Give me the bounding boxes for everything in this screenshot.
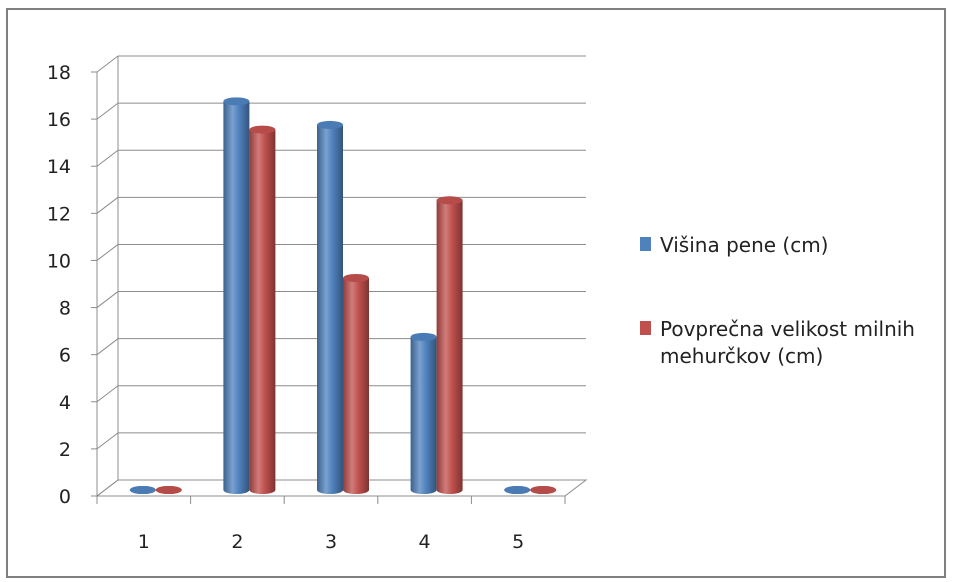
y-tick-label: 2 (59, 439, 71, 461)
x-tick-label: 4 (419, 531, 431, 553)
bar-2-3 (343, 274, 369, 494)
y-tick-label: 4 (59, 392, 71, 414)
y-tick-label: 6 (59, 345, 71, 367)
bar-1-5 (504, 486, 531, 494)
legend-swatch-series-1 (640, 237, 651, 251)
bar-1-3 (317, 120, 343, 494)
legend-swatch-series-2 (640, 321, 651, 335)
bar-2-1 (155, 486, 182, 494)
legend-label-series-1: Višina pene (cm) (660, 233, 829, 257)
y-tick-label: 18 (47, 62, 71, 84)
legend-item-series-2: Povprečna velikost milnih mehurčkov (cm) (640, 316, 950, 370)
x-tick-label: 3 (325, 531, 337, 553)
gridline-depth (96, 196, 119, 214)
bar-2-5 (530, 486, 557, 494)
gridline-depth (96, 244, 119, 261)
gridline-depth (96, 432, 119, 450)
bar-1-1 (129, 486, 156, 494)
y-tick-label: 0 (59, 486, 71, 508)
legend-item-series-1: Višina pene (cm) (640, 232, 950, 259)
legend-label-series-2: Povprečna velikost milnih mehurčkov (cm) (660, 317, 915, 368)
y-tick-label: 14 (47, 156, 71, 178)
gridline-depth (96, 385, 119, 403)
gridline-depth (96, 102, 119, 120)
y-tick-label: 12 (47, 203, 71, 225)
bar-1-4 (410, 332, 437, 494)
gridline-depth (96, 149, 119, 167)
gridline-depth (96, 55, 119, 73)
y-tick-label: 8 (59, 298, 71, 320)
x-tick-label: 5 (512, 531, 524, 553)
bar-2-4 (436, 196, 463, 494)
x-tick-label: 2 (231, 531, 243, 553)
y-tick-label: 16 (47, 109, 71, 131)
x-tick-label: 1 (138, 531, 150, 553)
gridline-depth (96, 291, 119, 308)
bar-2-2 (249, 125, 276, 494)
y-tick-label: 10 (47, 250, 71, 272)
bar-1-2 (223, 97, 250, 494)
gridline-depth (96, 338, 119, 356)
